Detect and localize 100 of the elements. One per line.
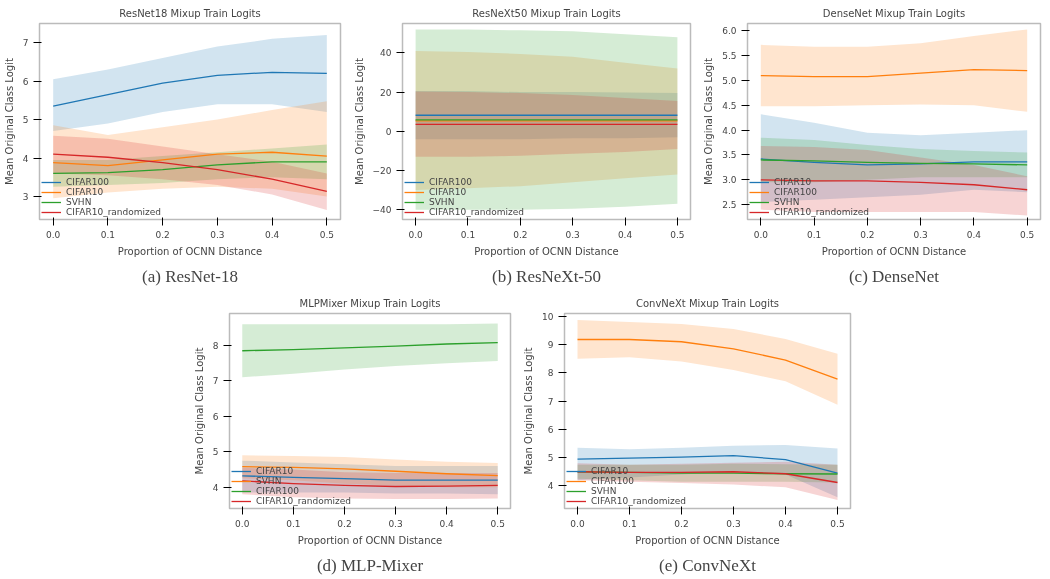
y-tick-label: 5 xyxy=(22,115,29,126)
y-tick-label: 0 xyxy=(385,126,392,137)
text: (e) ConvNeXt xyxy=(659,555,757,575)
legend-label: CIFAR100 xyxy=(66,177,109,187)
legend-label: CIFAR10 xyxy=(429,187,467,197)
x-tick-label: 0.4 xyxy=(439,518,455,529)
legend-label: CIFAR10 xyxy=(256,466,294,476)
y-tick-label: 4 xyxy=(212,482,219,493)
line-series xyxy=(52,71,328,107)
x-tick-label: 0.4 xyxy=(778,518,793,529)
line-series xyxy=(241,341,499,352)
y-tick-label: 10 xyxy=(542,311,554,322)
x-tick-label: 0.5 xyxy=(319,229,334,240)
x-tick-label: 0.2 xyxy=(674,518,689,529)
text: (a) ResNet-18 xyxy=(142,266,238,286)
x-tick-label: 0.4 xyxy=(966,229,982,240)
line-series xyxy=(576,455,839,474)
y-tick-label: 20 xyxy=(380,87,392,98)
legend-label: SVHN xyxy=(591,486,617,496)
y-tick-label: 5.5 xyxy=(722,51,737,62)
x-tick-label: 0.2 xyxy=(513,229,528,240)
x-tick-label: 0.1 xyxy=(806,229,822,240)
line-series xyxy=(52,161,328,175)
chart-title: ConvNeXt Mixup Train Logits xyxy=(635,297,780,309)
x-tick-label: 0.0 xyxy=(408,229,424,240)
line-series xyxy=(52,153,328,193)
y-axis-title: Mean Original Class Logit xyxy=(523,347,535,475)
legend-label: CIFAR10_randomized xyxy=(591,496,687,506)
y-tick-label: 40 xyxy=(380,48,392,59)
x-tick-label: 0.5 xyxy=(1020,229,1035,240)
chart-title: DenseNet Mixup Train Logits xyxy=(822,7,966,19)
x-tick-label: 0.3 xyxy=(210,229,225,240)
chart-title: ResNet18 Mixup Train Logits xyxy=(119,7,261,19)
line-series xyxy=(52,151,328,167)
line-series xyxy=(760,69,1028,78)
x-tick-label: 0.2 xyxy=(860,229,875,240)
y-tick-label: 2.5 xyxy=(722,200,737,211)
x-tick-label: 0.0 xyxy=(46,229,61,240)
y-tick-label: 8 xyxy=(212,340,219,351)
x-axis-title: Proportion of OCNN Distance xyxy=(117,245,263,257)
y-axis-title: Mean Original Class Logit xyxy=(353,58,365,185)
y-tick-label: 9 xyxy=(547,340,554,351)
y-tick-label: 3.5 xyxy=(722,150,737,161)
x-tick-label: 0.3 xyxy=(565,229,580,240)
legend-label: CIFAR100 xyxy=(774,187,817,197)
x-tick-label: 0.4 xyxy=(617,229,633,240)
y-axis-title: Mean Original Class Logit xyxy=(3,58,15,185)
chart-title: ResNeXt50 Mixup Train Logits xyxy=(472,7,621,19)
legend-label: CIFAR100 xyxy=(256,486,299,496)
y-tick-label: 4 xyxy=(547,481,554,492)
y-tick-label: 4.0 xyxy=(722,125,737,136)
legend-label: CIFAR10 xyxy=(66,187,104,197)
y-tick-label: 5 xyxy=(212,447,219,458)
y-tick-label: 6 xyxy=(212,411,219,422)
y-axis-title: Mean Original Class Logit xyxy=(193,347,205,475)
x-tick-label: 0.1 xyxy=(622,518,637,529)
x-axis-title: Proportion of OCNN Distance xyxy=(635,534,780,546)
x-tick-label: 0.3 xyxy=(388,518,403,529)
y-tick-label: 6.0 xyxy=(722,26,737,37)
y-tick-label: 5.0 xyxy=(722,76,737,87)
legend-label: CIFAR10_randomized xyxy=(256,496,352,506)
legend-label: CIFAR10_randomized xyxy=(66,207,162,217)
x-tick-label: 0.0 xyxy=(753,229,769,240)
y-tick-label: −40 xyxy=(372,205,392,216)
line-series xyxy=(241,466,499,477)
legend-label: CIFAR100 xyxy=(591,476,634,486)
y-tick-label: 7 xyxy=(22,38,29,49)
legend-label: CIFAR100 xyxy=(429,177,472,187)
y-tick-label: 7 xyxy=(212,376,219,387)
y-tick-label: 3.0 xyxy=(722,175,737,186)
y-tick-label: 6 xyxy=(547,424,554,435)
legend-label: CIFAR10_randomized xyxy=(429,207,525,217)
text: (d) MLP-Mixer xyxy=(316,555,424,575)
y-tick-label: 4 xyxy=(22,153,29,164)
x-tick-label: 0.2 xyxy=(155,229,170,240)
x-axis-title: Proportion of OCNN Distance xyxy=(821,245,967,257)
y-tick-label: 8 xyxy=(547,368,554,379)
x-tick-label: 0.3 xyxy=(913,229,928,240)
legend-label: SVHN xyxy=(429,197,455,207)
y-tick-label: 5 xyxy=(547,453,554,464)
x-axis-title: Proportion of OCNN Distance xyxy=(297,534,443,546)
chart-title: MLPMixer Mixup Train Logits xyxy=(299,297,441,309)
y-axis-title: Mean Original Class Logit xyxy=(703,58,715,185)
text: (b) ResNeXt-50 xyxy=(491,266,602,286)
line-series xyxy=(576,338,839,380)
x-axis-title: Proportion of OCNN Distance xyxy=(474,245,619,257)
x-tick-label: 0.1 xyxy=(100,229,116,240)
x-tick-label: 0.5 xyxy=(670,229,685,240)
y-tick-label: 4.5 xyxy=(722,100,737,111)
x-tick-label: 0.3 xyxy=(726,518,741,529)
x-tick-label: 0.1 xyxy=(460,229,476,240)
text: (c) DenseNet xyxy=(848,266,940,286)
y-tick-label: 3 xyxy=(22,191,29,202)
legend-label: SVHN xyxy=(66,197,92,207)
x-tick-label: 0.2 xyxy=(337,518,352,529)
x-tick-label: 0.1 xyxy=(286,518,301,529)
x-tick-label: 0.5 xyxy=(830,518,845,529)
y-tick-label: 7 xyxy=(547,396,554,407)
x-tick-label: 0.5 xyxy=(490,518,505,529)
y-tick-label: −20 xyxy=(372,166,392,176)
